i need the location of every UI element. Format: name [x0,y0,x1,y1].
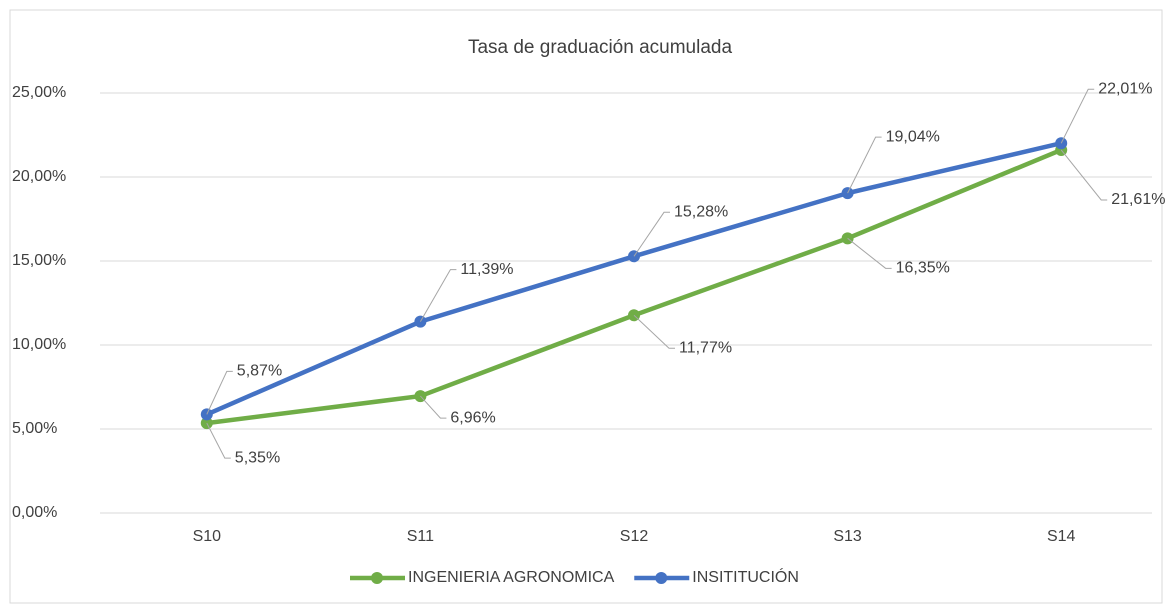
data-label: 22,01% [1098,80,1152,97]
leader-line [633,211,670,257]
x-tick-label: S11 [407,528,434,545]
x-tick-label: S12 [620,528,649,545]
data-label: 11,77% [679,339,732,356]
data-label: 11,39% [460,261,513,278]
leader-line [1060,149,1108,201]
chart-border [9,9,1163,604]
legend-label: INSITITUCIÓN [692,567,799,586]
data-label: 16,35% [896,260,950,277]
data-label: 21,61% [1111,191,1165,208]
legend-label: INGENIERIA AGRONOMICA [408,569,615,586]
x-tick-label: S14 [1047,528,1076,545]
x-tick-label: S10 [193,528,222,545]
leader-line [1060,88,1095,144]
leader-line [206,422,231,459]
y-tick-label: 20,00% [12,168,66,185]
leader-line [847,237,892,269]
leader-line [420,395,447,419]
y-tick-label: 15,00% [12,252,66,269]
y-tick-label: 0,00% [12,504,57,521]
data-label: 5,87% [237,363,282,380]
legend-marker [371,572,383,584]
leader-line [847,136,882,194]
leader-line [419,269,457,322]
leader-line [206,370,233,415]
data-label: 15,28% [674,204,728,221]
data-label: 5,35% [235,449,280,466]
y-tick-label: 25,00% [12,84,66,101]
chart-title: Tasa de graduación acumulada [468,37,733,58]
x-tick-label: S13 [833,528,862,545]
data-label: 19,04% [886,128,940,145]
legend-marker [655,572,668,584]
y-tick-label: 5,00% [12,420,57,437]
y-tick-label: 10,00% [12,336,66,353]
data-label: 6,96% [450,409,495,426]
leader-line [633,314,675,349]
